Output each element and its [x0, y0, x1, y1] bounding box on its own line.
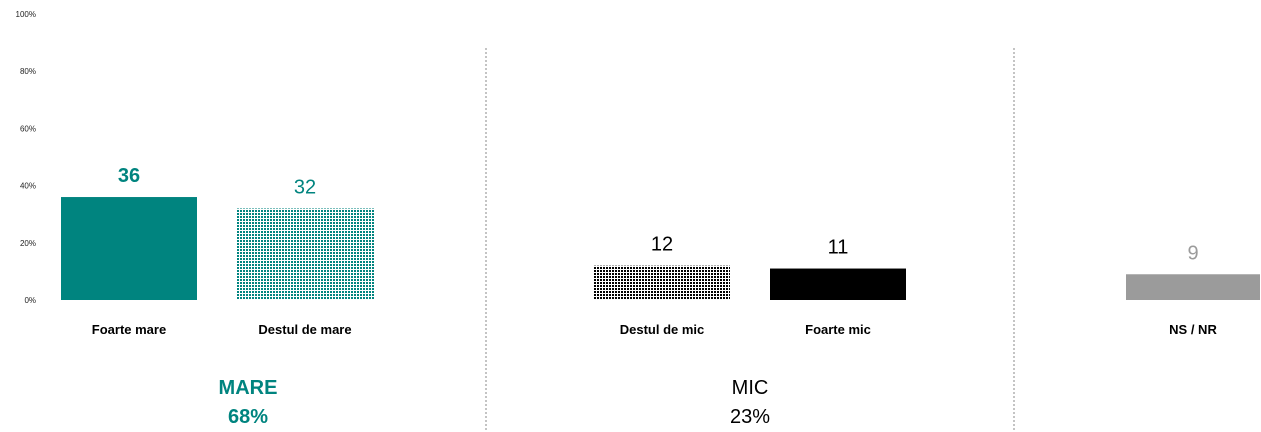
bar [61, 197, 197, 300]
data-label: 9 [1187, 242, 1198, 264]
data-labels: 36 32 12 11 9 [118, 165, 1199, 264]
category-label: Destul de mare [258, 322, 351, 337]
group-label: MIC [732, 377, 769, 399]
bars [61, 197, 1260, 300]
bar [1126, 274, 1260, 300]
y-tick-label: 0% [24, 296, 36, 305]
group-label: MARE [219, 377, 278, 399]
y-tick-label: 40% [20, 182, 36, 191]
data-label: 32 [294, 176, 316, 198]
group-labels: MARE 68% MIC 23% [219, 377, 771, 428]
y-tick-label: 20% [20, 239, 36, 248]
y-tick-label: 60% [20, 124, 36, 133]
category-label: NS / NR [1169, 322, 1217, 337]
group-total: 68% [228, 406, 268, 428]
data-label: 11 [828, 237, 849, 259]
category-label: Destul de mic [620, 322, 705, 337]
category-label: Foarte mic [805, 322, 871, 337]
category-labels: Foarte mare Destul de mare Destul de mic Fo… [92, 322, 1218, 337]
y-tick-label: 80% [20, 67, 36, 76]
data-label: 12 [651, 234, 673, 256]
group-total: 23% [730, 406, 770, 428]
y-tick-label: 100% [16, 10, 36, 19]
data-label: 36 [118, 165, 140, 187]
bar [236, 208, 374, 300]
bar [594, 265, 730, 300]
category-label: Foarte mare [92, 322, 166, 337]
y-axis: 0% 20% 40% 60% 80% 100% [16, 10, 36, 305]
bar [770, 268, 906, 300]
